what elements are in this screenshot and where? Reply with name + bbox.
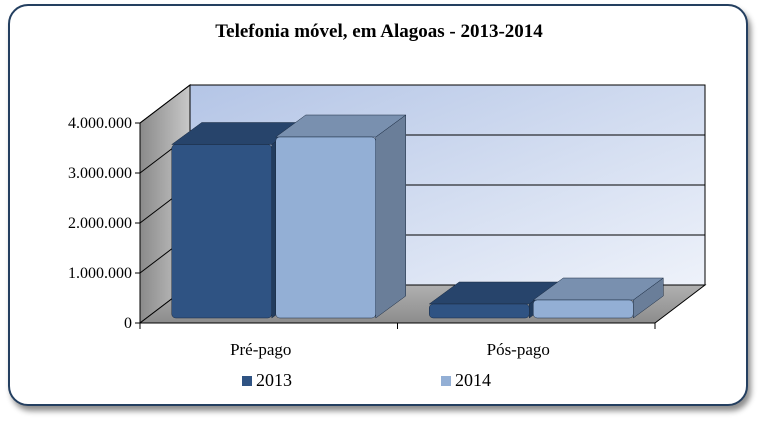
legend-swatch-2014 (441, 375, 451, 386)
chart-title: Telefonia móvel, em Alagoas - 2013-2014 (215, 21, 543, 42)
bar-front (429, 303, 530, 319)
y-tick-label: 1.000.000 (68, 265, 132, 282)
x-category-label: Pré-pago (230, 340, 291, 359)
y-tick-label: 3.000.000 (68, 165, 132, 182)
bar-2014-0 (274, 114, 407, 319)
legend-item-2013: 2013 (242, 370, 292, 391)
legend-item-2014: 2014 (441, 370, 491, 391)
y-tick-label: 0 (124, 315, 132, 332)
gridline (139, 84, 705, 124)
legend-label-2014: 2014 (455, 370, 491, 390)
x-category-label: Pós-pago (487, 340, 550, 359)
legend-label-2013: 2013 (256, 370, 292, 390)
y-tick-label: 4.000.000 (68, 115, 132, 132)
bar-side (375, 114, 406, 319)
bar-front (275, 136, 376, 319)
legend-swatch-2013 (242, 375, 252, 386)
y-tick-label: 2.000.000 (68, 215, 132, 232)
legend: 2013 2014 (0, 370, 758, 398)
bar-front (533, 299, 634, 319)
bar-front (171, 144, 272, 319)
bar-2014-1 (532, 277, 665, 319)
